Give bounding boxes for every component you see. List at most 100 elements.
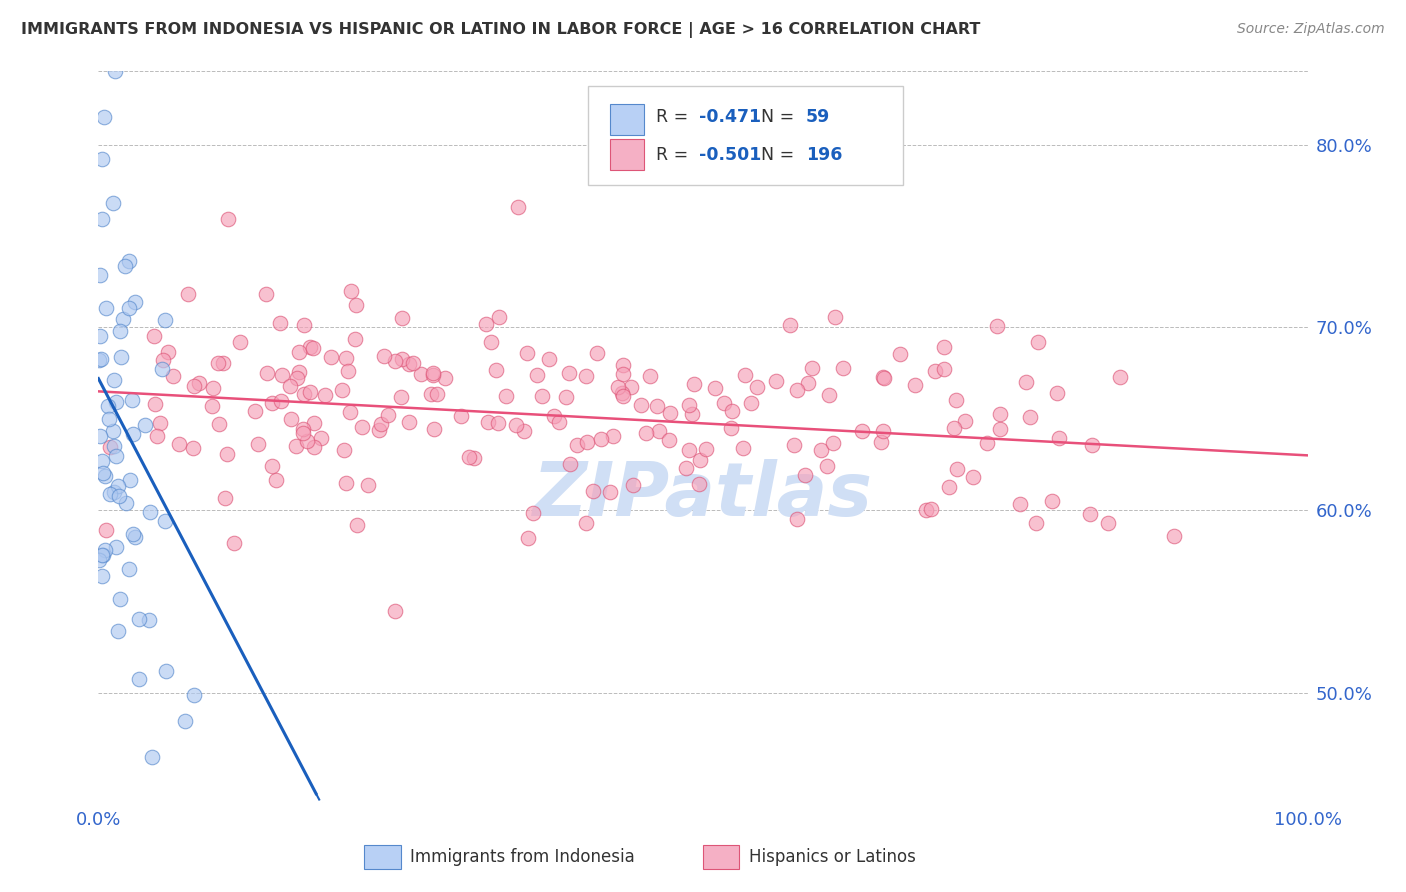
Point: [288, 345, 311, 359]
Point: [1028, 334, 1050, 349]
Point: [815, 458, 838, 473]
Point: [688, 476, 710, 491]
Point: [93, 110, 115, 124]
Point: [554, 390, 576, 404]
Point: [256, 367, 278, 381]
Point: [516, 346, 538, 360]
Point: [222, 536, 245, 550]
Point: [391, 311, 413, 326]
Point: [426, 387, 449, 401]
Point: [91, 466, 114, 480]
Point: [128, 612, 150, 626]
Point: [90, 351, 112, 366]
Point: [904, 378, 927, 392]
Point: [783, 438, 806, 452]
Point: [391, 351, 413, 366]
Point: [1078, 507, 1101, 521]
Point: [314, 388, 336, 402]
Point: [299, 384, 322, 399]
Point: [765, 374, 787, 388]
Point: [138, 613, 160, 627]
Point: [285, 439, 308, 453]
Point: [516, 531, 538, 545]
Point: [1040, 494, 1063, 508]
Point: [630, 398, 652, 412]
Point: [145, 429, 167, 443]
Point: [108, 591, 131, 606]
Point: [292, 387, 315, 401]
Point: [101, 196, 124, 211]
Point: [485, 363, 508, 377]
Point: [280, 412, 302, 426]
Point: [779, 318, 801, 332]
Point: [475, 317, 498, 331]
Point: [986, 318, 1008, 333]
Point: [155, 514, 177, 528]
Point: [89, 553, 111, 567]
Point: [575, 368, 598, 383]
Point: [98, 487, 121, 501]
Point: [285, 371, 308, 385]
Point: [409, 368, 432, 382]
Point: [295, 434, 318, 448]
Point: [333, 442, 356, 457]
Point: [98, 440, 121, 454]
Text: IMMIGRANTS FROM INDONESIA VS HISPANIC OR LATINO IN LABOR FORCE | AGE > 16 CORREL: IMMIGRANTS FROM INDONESIA VS HISPANIC OR…: [21, 22, 980, 38]
Text: -0.471: -0.471: [699, 109, 762, 127]
Point: [1046, 385, 1069, 400]
Point: [634, 426, 657, 441]
Point: [720, 421, 742, 435]
Point: [612, 389, 634, 403]
Point: [505, 418, 527, 433]
Point: [565, 438, 588, 452]
Point: [302, 416, 325, 430]
Point: [122, 527, 145, 541]
Point: [681, 407, 703, 421]
Point: [118, 474, 141, 488]
Point: [398, 415, 420, 429]
Point: [560, 457, 582, 471]
Point: [124, 294, 146, 309]
Point: [352, 419, 374, 434]
Point: [612, 358, 634, 372]
Point: [104, 64, 127, 78]
Point: [311, 431, 333, 445]
Point: [377, 408, 399, 422]
FancyBboxPatch shape: [610, 139, 644, 170]
Point: [373, 349, 395, 363]
Point: [575, 516, 598, 531]
Point: [621, 477, 644, 491]
Point: [678, 398, 700, 412]
Point: [423, 422, 446, 436]
Point: [212, 356, 235, 370]
Point: [105, 540, 128, 554]
Point: [344, 298, 367, 312]
Point: [486, 417, 509, 431]
Point: [108, 489, 131, 503]
Point: [187, 376, 209, 390]
Point: [612, 367, 634, 381]
Text: Immigrants from Indonesia: Immigrants from Indonesia: [411, 848, 636, 866]
Point: [988, 422, 1011, 436]
Point: [585, 346, 607, 360]
Point: [543, 409, 565, 424]
Point: [932, 361, 955, 376]
Point: [97, 399, 120, 413]
Point: [645, 399, 668, 413]
Point: [870, 435, 893, 450]
Point: [264, 473, 287, 487]
Point: [786, 383, 808, 397]
Point: [254, 287, 277, 301]
Point: [149, 416, 172, 430]
Text: ZIPatlas: ZIPatlas: [533, 459, 873, 533]
Point: [299, 340, 322, 354]
Point: [1018, 409, 1040, 424]
Point: [1163, 529, 1185, 543]
Point: [139, 505, 162, 519]
Point: [89, 268, 111, 282]
FancyBboxPatch shape: [588, 86, 903, 185]
Point: [335, 476, 357, 491]
Point: [108, 324, 131, 338]
Point: [217, 447, 239, 461]
Point: [589, 433, 612, 447]
